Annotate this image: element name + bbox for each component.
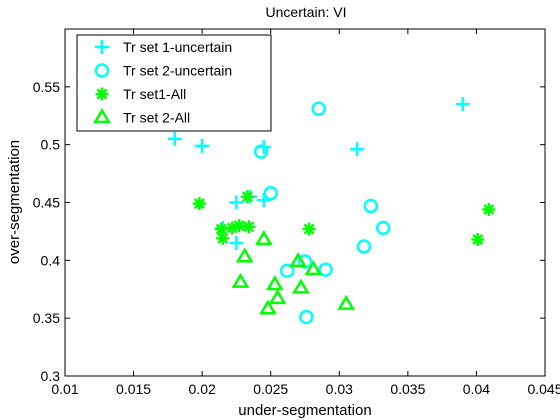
y-tick-label: 0.45 bbox=[33, 195, 60, 211]
plus-data-point bbox=[195, 138, 210, 153]
y-tick-label: 0.3 bbox=[41, 368, 61, 384]
x-tick-label: 0.01 bbox=[51, 381, 78, 397]
legend-entry-label: Tr set1-All bbox=[123, 86, 186, 102]
plus-data-point bbox=[455, 97, 470, 112]
circle-data-point bbox=[311, 101, 326, 117]
triangle-data-point bbox=[268, 289, 287, 305]
asterisk-data-point bbox=[242, 220, 256, 234]
y-tick-label: 0.4 bbox=[41, 252, 61, 268]
legend-marker-plus bbox=[95, 40, 109, 54]
legend: Tr set 1-uncertain Tr set 2-uncertain Tr s… bbox=[76, 34, 272, 132]
series-4 bbox=[231, 230, 355, 315]
x-tick-label: 0.025 bbox=[253, 381, 288, 397]
asterisk-data-point bbox=[214, 222, 228, 236]
plus-data-point bbox=[167, 131, 182, 146]
circle-data-point bbox=[363, 198, 379, 214]
circle-data-point bbox=[297, 254, 313, 269]
asterisk-data-point bbox=[240, 190, 254, 204]
x-tick-label: 0.04 bbox=[463, 381, 490, 397]
axis-ticks: 0.01 0.015 0.02 0.025 0.03 0.035 0.04 0.045 0.3 0… bbox=[33, 29, 560, 397]
y-tick-label: 0.35 bbox=[33, 310, 60, 326]
plus-data-point bbox=[229, 235, 244, 250]
x-tick-label: 0.015 bbox=[116, 381, 151, 397]
asterisk-data-point bbox=[302, 222, 316, 236]
legend-marker-asterisk bbox=[95, 87, 109, 101]
plus-data-point bbox=[229, 195, 244, 210]
y-axis-label: over-segmentation bbox=[6, 140, 23, 264]
legend-entry-label: Tr set 2-All bbox=[123, 110, 190, 126]
triangle-data-point bbox=[231, 272, 250, 288]
asterisk-data-point bbox=[192, 197, 206, 211]
triangle-data-point bbox=[337, 294, 355, 310]
asterisk-data-point bbox=[216, 231, 230, 245]
circle-data-point bbox=[279, 263, 295, 278]
triangle-data-point bbox=[304, 260, 323, 276]
series-3 bbox=[192, 190, 496, 247]
series-2 bbox=[253, 101, 391, 325]
legend-box bbox=[76, 34, 272, 132]
legend-entry-label: Tr set 1-uncertain bbox=[123, 39, 232, 55]
x-tick-label: 0.02 bbox=[189, 381, 216, 397]
circle-data-point bbox=[356, 239, 372, 254]
asterisk-data-point bbox=[471, 233, 485, 247]
y-tick-label: 0.5 bbox=[41, 137, 61, 153]
asterisk-data-point bbox=[232, 219, 246, 233]
x-tick-label: 0.035 bbox=[390, 381, 425, 397]
triangle-data-point bbox=[292, 278, 310, 294]
y-tick-label: 0.55 bbox=[33, 79, 60, 95]
triangle-data-point bbox=[259, 299, 277, 315]
x-axis-label: under-segmentation bbox=[238, 402, 371, 419]
legend-marker-circle bbox=[94, 63, 110, 78]
circle-data-point bbox=[299, 309, 314, 325]
legend-entry-label: Tr set 2-uncertain bbox=[123, 63, 232, 79]
legend-marker-triangle bbox=[93, 108, 111, 124]
asterisk-data-point bbox=[482, 202, 496, 216]
chart-title: Uncertain: VI bbox=[266, 4, 347, 20]
circle-data-point bbox=[318, 262, 333, 277]
triangle-data-point bbox=[265, 275, 284, 291]
x-tick-label: 0.03 bbox=[326, 381, 353, 397]
asterisk-data-point bbox=[225, 221, 239, 235]
data-points bbox=[167, 97, 496, 325]
triangle-data-point bbox=[235, 247, 254, 263]
circle-data-point bbox=[263, 185, 278, 201]
circle-data-point bbox=[253, 144, 269, 159]
circle-data-point bbox=[375, 220, 391, 236]
plus-data-point bbox=[350, 142, 365, 157]
x-tick-label: 0.045 bbox=[527, 381, 560, 397]
triangle-data-point bbox=[289, 252, 307, 268]
triangle-data-point bbox=[255, 230, 273, 246]
